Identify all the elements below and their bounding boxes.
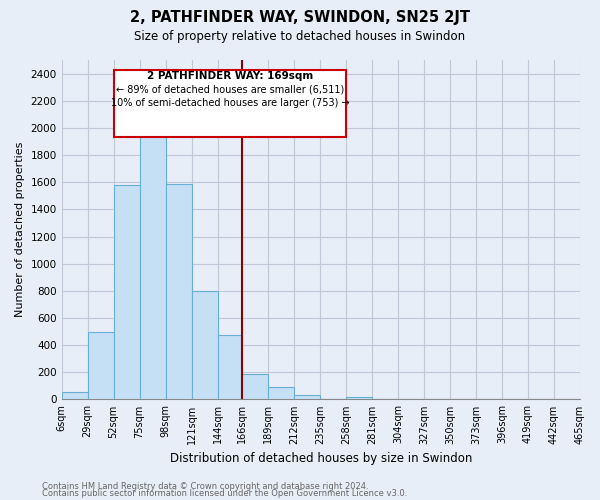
- Y-axis label: Number of detached properties: Number of detached properties: [15, 142, 25, 318]
- Bar: [88, 332, 113, 400]
- Text: 10% of semi-detached houses are larger (753) →: 10% of semi-detached houses are larger (…: [110, 98, 349, 108]
- Bar: [113, 185, 140, 400]
- Text: Contains public sector information licensed under the Open Government Licence v3: Contains public sector information licen…: [42, 490, 407, 498]
- Bar: [62, 392, 88, 400]
- Bar: [294, 396, 320, 400]
- X-axis label: Distribution of detached houses by size in Swindon: Distribution of detached houses by size …: [170, 452, 472, 465]
- Text: Size of property relative to detached houses in Swindon: Size of property relative to detached ho…: [134, 30, 466, 43]
- Bar: [242, 374, 268, 400]
- Text: 2, PATHFINDER WAY, SWINDON, SN25 2JT: 2, PATHFINDER WAY, SWINDON, SN25 2JT: [130, 10, 470, 25]
- Bar: [191, 291, 218, 400]
- Bar: [140, 134, 166, 400]
- Text: Contains HM Land Registry data © Crown copyright and database right 2024.: Contains HM Land Registry data © Crown c…: [42, 482, 368, 491]
- Text: ← 89% of detached houses are smaller (6,511): ← 89% of detached houses are smaller (6,…: [116, 85, 344, 95]
- Bar: [113, 70, 346, 138]
- Text: 2 PATHFINDER WAY: 169sqm: 2 PATHFINDER WAY: 169sqm: [147, 72, 313, 82]
- Bar: [166, 184, 191, 400]
- Bar: [268, 386, 294, 400]
- Bar: [218, 335, 242, 400]
- Bar: [346, 396, 372, 400]
